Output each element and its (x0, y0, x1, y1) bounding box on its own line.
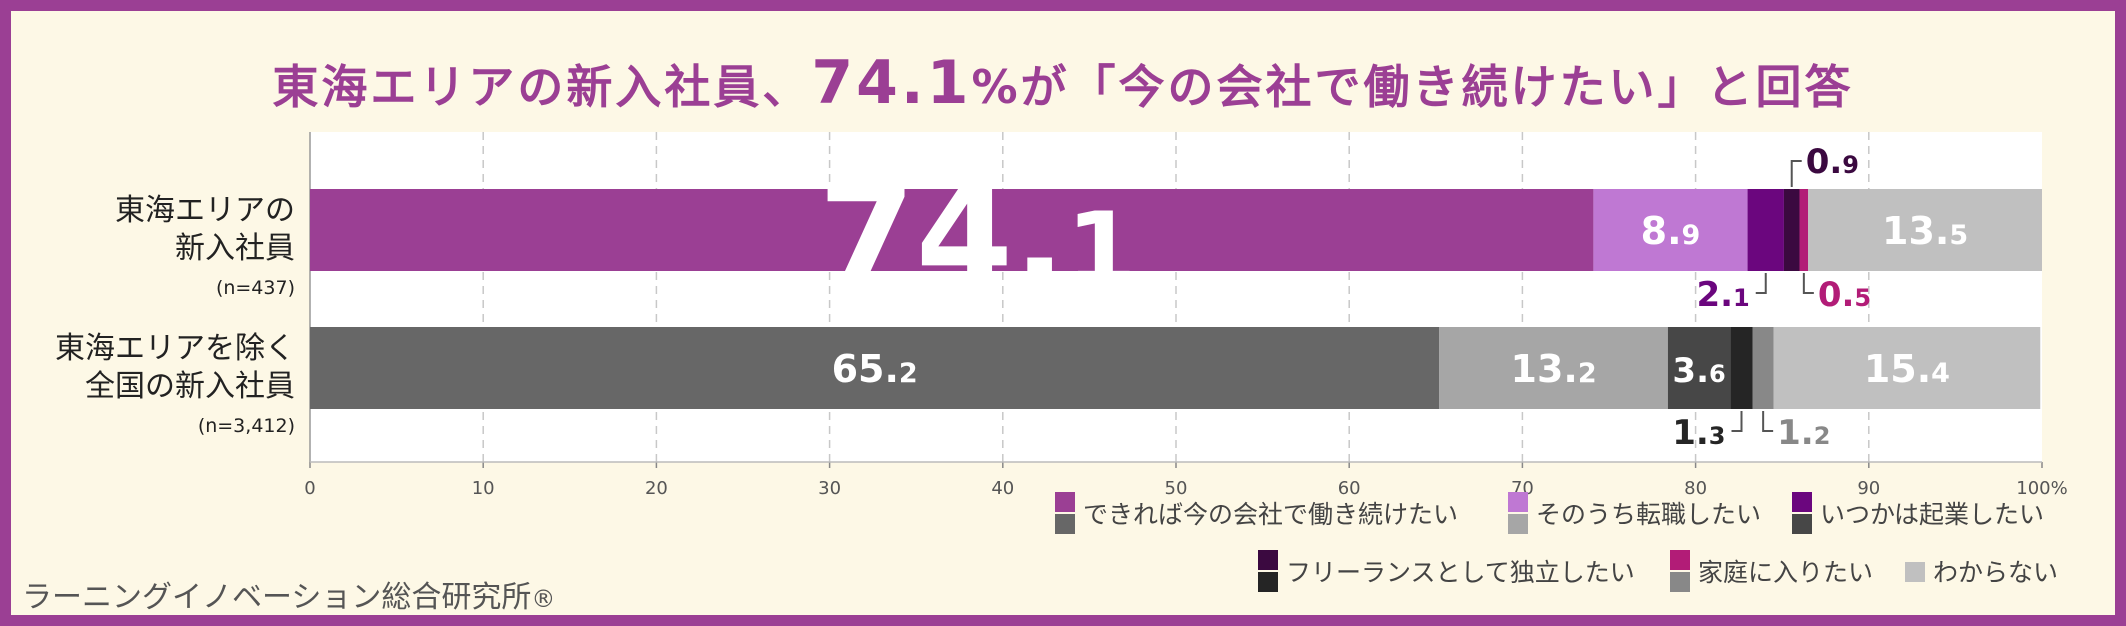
chart-title: 東海エリアの新入社員、74.1%が「今の会社で働き続けたい」と回答 (0, 48, 2126, 118)
legend-label: わからない (1933, 558, 2058, 587)
x-tick-label: 40 (991, 478, 1014, 499)
legend-swatch (1258, 550, 1278, 570)
callout-line (1755, 273, 1767, 294)
data-label: 15.4 (1864, 347, 1950, 391)
legend-swatch (1508, 514, 1528, 534)
bar-segment (1730, 327, 1753, 409)
callout-line (1802, 273, 1814, 294)
callout-line (1762, 411, 1774, 432)
data-label: 1.3 (1672, 413, 1725, 453)
title-part2: %が「今の会社で働き続けたい」と回答 (971, 60, 1854, 114)
x-tick-label: 60 (1338, 478, 1361, 499)
x-tick-label: 50 (1165, 478, 1188, 499)
data-label: 13.5 (1882, 209, 1968, 253)
callout-line (1790, 160, 1802, 187)
category-label: 東海エリアを除く (55, 331, 295, 366)
x-tick-label: 0 (304, 478, 315, 499)
x-tick-label: 90 (1857, 478, 1880, 499)
data-label: 2.1 (1696, 275, 1749, 315)
bar-segment (310, 327, 1440, 409)
bar-segment (1667, 327, 1731, 409)
legend-label: 家庭に入りたい (1698, 558, 1873, 587)
category-n-label: (n=437) (216, 277, 295, 299)
legend-swatch (1670, 550, 1690, 570)
bar-segment (1593, 189, 1748, 271)
x-tick-label: 80 (1684, 478, 1707, 499)
legend-label: フリーランスとして独立したい (1286, 558, 1635, 587)
bar-segment (1752, 327, 1774, 409)
bar-segment (1439, 327, 1668, 409)
data-label: 1.2 (1777, 413, 1830, 453)
data-label: 3.6 (1672, 351, 1725, 391)
category-n-label: (n=3,412) (198, 415, 295, 437)
bar-segment (1747, 189, 1784, 271)
bar-segment (1783, 189, 1800, 271)
legend-label: そのうち転職したい (1536, 500, 1761, 529)
legend-swatch (1905, 562, 1925, 582)
legend-swatch (1055, 492, 1075, 512)
x-tick-label: 10 (472, 478, 495, 499)
legend-swatch (1508, 492, 1528, 512)
x-tick-label: 100% (2016, 478, 2067, 499)
legend-label: いつかは起業したい (1820, 500, 2044, 529)
data-label: 8.9 (1641, 209, 1701, 253)
title-highlight-number: 74.1 (811, 48, 972, 118)
title-part1: 東海エリアの新入社員、 (272, 60, 812, 114)
credit-label: ラーニングイノベーション総合研究所® (22, 572, 555, 616)
legend-swatch (1792, 514, 1812, 534)
bar-segment (1808, 189, 2042, 271)
registered-mark: ® (531, 585, 556, 613)
category-label: 全国の新入社員 (85, 369, 295, 404)
data-label: 74.1 (818, 155, 1136, 318)
legend-swatch (1258, 572, 1278, 592)
credit-text: ラーニングイノベーション総合研究所 (22, 580, 532, 615)
x-tick-label: 30 (818, 478, 841, 499)
x-tick-label: 20 (645, 478, 668, 499)
category-label: 新入社員 (175, 231, 295, 266)
callout-line (1731, 411, 1743, 432)
bar-segment (1799, 189, 1809, 271)
legend-swatch (1792, 492, 1812, 512)
bar-segment (310, 189, 1594, 271)
category-label: 東海エリアの (115, 193, 295, 228)
legend-swatch (1055, 514, 1075, 534)
bar-segment (1773, 327, 2041, 409)
data-label: 0.5 (1818, 275, 1871, 315)
data-label: 13.2 (1511, 347, 1597, 391)
data-label: 65.2 (832, 347, 918, 391)
data-label: 0.9 (1806, 142, 1859, 182)
legend-swatch (1670, 572, 1690, 592)
legend-label: できれば今の会社で働き続けたい (1083, 500, 1458, 529)
